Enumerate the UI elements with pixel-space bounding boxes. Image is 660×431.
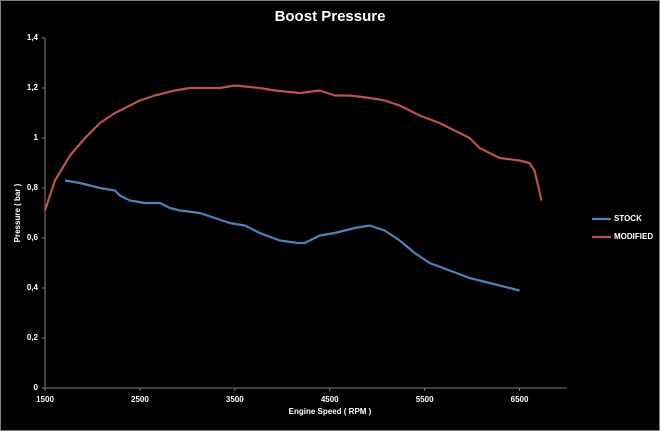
y-tick-label: 0,8 [27,183,39,192]
x-axis-label: Engine Speed ( RPM ) [289,407,372,416]
y-tick-label: 1,4 [27,33,39,42]
legend-label: STOCK [614,214,642,223]
series-line [43,84,543,211]
y-tick-label: 1 [34,133,39,142]
x-tick-label: 2500 [131,395,149,404]
x-tick-label: 4500 [321,395,339,404]
series-line [64,179,520,292]
y-axis-label: Pressure ( bar ) [13,183,22,242]
y-tick-label: 0,4 [27,283,39,292]
x-tick-label: 3500 [226,395,244,404]
y-tick-label: 0,2 [27,333,39,342]
y-tick-label: 0 [34,383,39,392]
chart-title: Boost Pressure [275,8,386,25]
x-tick-label: 1500 [36,395,54,404]
legend-label: MODIFIED [614,232,653,241]
x-tick-label: 5500 [416,395,434,404]
y-tick-label: 1,2 [27,83,39,92]
x-tick-label: 6500 [511,395,529,404]
y-tick-label: 0,6 [27,233,39,242]
